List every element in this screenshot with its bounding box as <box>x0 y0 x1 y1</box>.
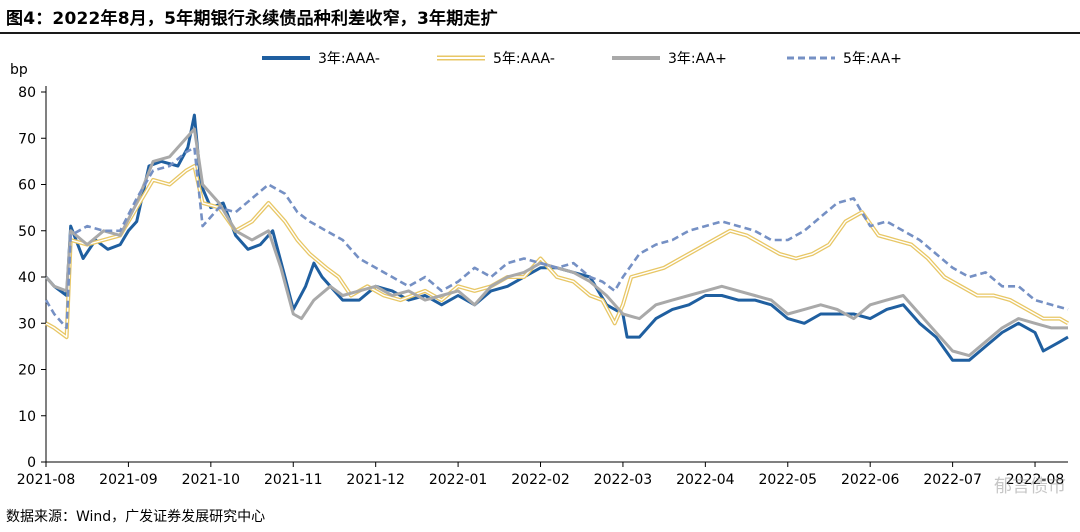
figure-title: 图4：2022年8月，5年期银行永续债品种利差收窄，3年期走扩 <box>6 9 498 29</box>
x-tick-label: 2022-05 <box>759 472 818 484</box>
x-tick-label: 2021-08 <box>17 472 76 484</box>
line-chart: 0 10 20 30 40 50 60 70 80 bp 2021-08 2021-09 2021-10… <box>10 51 1069 484</box>
y-tick-label: 60 <box>18 178 36 194</box>
y-tick-label: 70 <box>18 131 36 147</box>
y-tick-label: 40 <box>18 270 36 286</box>
x-tick-label: 2021-12 <box>346 472 405 484</box>
x-tick-label: 2021-10 <box>182 472 241 484</box>
x-tick-label: 2022-07 <box>923 472 982 484</box>
series-line-5年:AA+ <box>44 146 1069 330</box>
y-axis-label: bp <box>10 62 28 78</box>
legend-label-5年:AA+: 5年:AA+ <box>843 51 902 67</box>
y-tick-label: 20 <box>18 363 36 379</box>
y-tick-label: 10 <box>18 409 36 425</box>
x-tick-label: 2022-06 <box>841 472 900 484</box>
legend-label-3年:AA+: 3年:AA+ <box>668 51 727 67</box>
x-tick-label: 2021-11 <box>264 472 323 484</box>
x-tick-label: 2022-03 <box>594 472 653 484</box>
y-tick-label: 30 <box>18 316 36 332</box>
series-line-3年:AA+ <box>44 127 1068 358</box>
x-tick-label: 2022-04 <box>676 472 735 484</box>
x-tick-label: 2022-02 <box>511 472 570 484</box>
series-line-3年:AAA- <box>44 113 1069 362</box>
watermark: 郁言债市 <box>994 476 1066 497</box>
y-tick-label: 50 <box>18 224 36 240</box>
legend-label-3年:AAA-: 3年:AAA- <box>318 51 380 67</box>
legend-label-5年:AAA-: 5年:AAA- <box>493 51 555 67</box>
source-note: 数据来源：Wind，广发证券发展研究中心 <box>6 509 266 525</box>
x-tick-label: 2022-01 <box>429 472 488 484</box>
title-divider <box>0 32 1080 34</box>
y-tick-label: 80 <box>18 85 36 101</box>
x-tick-label: 2021-09 <box>99 472 158 484</box>
y-tick-label: 0 <box>27 455 36 471</box>
x-tick-label: 2022-08 <box>1006 472 1065 484</box>
